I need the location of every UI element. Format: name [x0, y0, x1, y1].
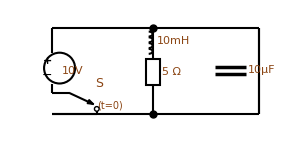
Text: 5 Ω: 5 Ω [162, 67, 181, 77]
Bar [146, 59, 160, 85]
Text: S: S [95, 77, 103, 90]
Text: 10V: 10V [62, 66, 84, 76]
Text: 10mH: 10mH [156, 36, 190, 46]
Text: 10μF: 10μF [248, 65, 275, 75]
Text: (t=0): (t=0) [98, 100, 123, 110]
Polygon shape [87, 100, 94, 104]
Text: +: + [42, 56, 52, 66]
Text: −: − [42, 69, 52, 82]
